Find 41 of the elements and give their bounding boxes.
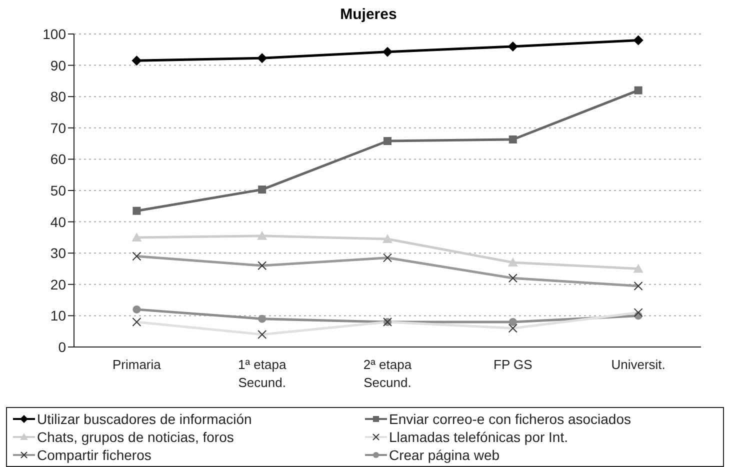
point — [508, 135, 517, 144]
point — [508, 318, 517, 326]
y-tick-label: 60 — [50, 151, 66, 168]
x-tick-label: FP GS — [494, 357, 533, 372]
point — [382, 234, 392, 244]
y-tick-label: 80 — [50, 88, 66, 105]
point — [508, 42, 518, 52]
point — [508, 257, 518, 266]
legend-label: Utilizar buscadores de información — [37, 411, 252, 427]
y-tick-label: 0 — [58, 338, 66, 355]
point — [132, 232, 142, 242]
point — [382, 46, 392, 57]
x-tick-label: 1ª etapa Secund. — [238, 357, 287, 390]
x-tick-label: Primaria — [112, 357, 162, 372]
point — [132, 56, 142, 66]
legend-label: Enviar correo-e con ficheros asociados — [389, 411, 632, 427]
legend-label: Llamadas telefónicas por Int. — [389, 429, 568, 445]
legend-label: Compartir ficheros — [37, 447, 152, 463]
y-tick-label: 40 — [50, 214, 66, 230]
point — [633, 35, 644, 46]
y-tick-label: 100 — [42, 26, 66, 42]
x-tick-label: Universit. — [611, 357, 666, 372]
point — [633, 264, 644, 273]
point — [258, 186, 266, 194]
legend-label: Chats, grupos de noticias, foros — [37, 429, 234, 445]
point — [257, 230, 268, 240]
legend-label: Crear página web — [389, 447, 500, 463]
y-tick-label: 90 — [50, 57, 66, 74]
point — [258, 314, 266, 323]
point — [132, 206, 141, 215]
point — [257, 53, 268, 64]
y-tick-label: 10 — [50, 308, 66, 324]
y-tick-label: 50 — [50, 182, 66, 198]
y-tick-label: 70 — [50, 120, 66, 136]
point — [132, 305, 141, 314]
chart-title: Mujeres — [340, 6, 397, 23]
point — [634, 86, 642, 94]
y-tick-label: 30 — [50, 245, 66, 262]
x-tick-label: 2ª etapa Secund. — [363, 357, 412, 390]
point — [384, 137, 392, 146]
y-tick-label: 20 — [50, 276, 66, 292]
